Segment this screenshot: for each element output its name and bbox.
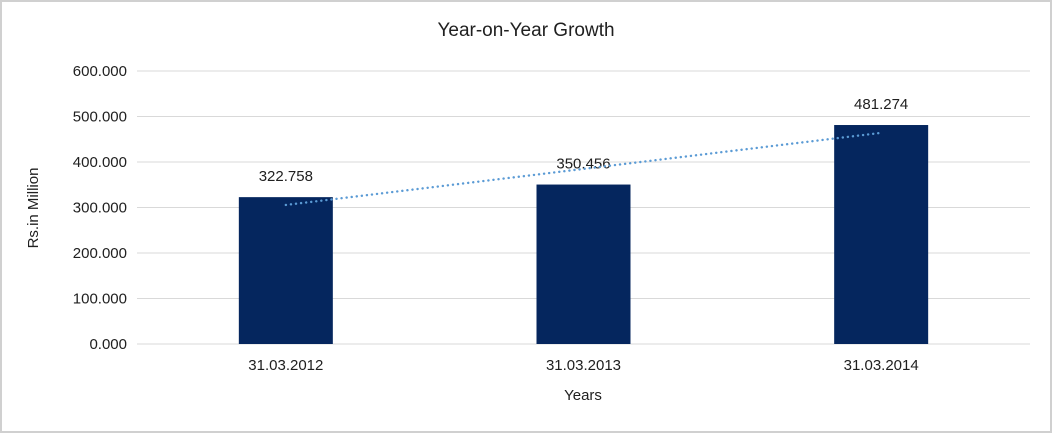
bar bbox=[238, 197, 333, 344]
y-tick-label: 100.000 bbox=[73, 291, 127, 308]
y-tick-label: 600.000 bbox=[73, 63, 127, 80]
plot-area: 0.000 100.000 200.000 300.000 400.000 500.000… bbox=[73, 63, 1030, 374]
trendline bbox=[284, 131, 883, 207]
bar-value-label: 322.758 bbox=[259, 168, 313, 185]
y-tick-label: 0.000 bbox=[89, 336, 127, 353]
y-tick-label: 200.000 bbox=[73, 245, 127, 262]
x-category-label: 31.03.2014 bbox=[844, 357, 919, 374]
x-category-label: 31.03.2013 bbox=[546, 357, 621, 374]
x-axis-title: Years bbox=[564, 387, 602, 404]
y-tick-label: 400.000 bbox=[73, 154, 127, 171]
y-tick-label: 500.000 bbox=[73, 109, 127, 126]
y-axis-title: Rs.in Million bbox=[25, 168, 42, 249]
chart-title: Year-on-Year Growth bbox=[437, 20, 614, 41]
bar-value-label: 481.274 bbox=[854, 96, 908, 113]
y-tick-label: 300.000 bbox=[73, 200, 127, 217]
bar-value-label: 350.456 bbox=[556, 156, 610, 173]
bar bbox=[536, 184, 631, 344]
bar bbox=[834, 125, 929, 345]
x-category-label: 31.03.2012 bbox=[248, 357, 323, 374]
